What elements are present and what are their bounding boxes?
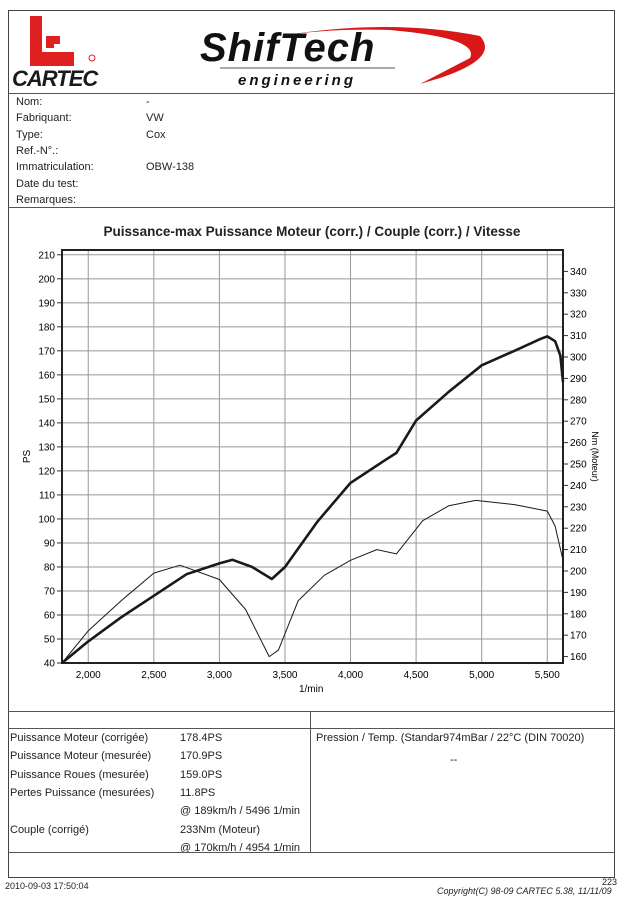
result-value: 178.4PS <box>180 732 223 744</box>
shiftech-wordmark: ShifTech <box>200 26 376 70</box>
y-tick-label: 180 <box>38 322 55 333</box>
result-value: 170.9PS <box>180 750 223 763</box>
result-value: @ 170km/h / 4954 1/min <box>180 841 301 854</box>
x-tick-label: 3,000 <box>207 670 232 681</box>
y-tick-label: 170 <box>38 346 55 357</box>
y-tick-label: 80 <box>44 562 56 573</box>
info-label: Remarques: <box>16 193 76 206</box>
shiftech-subtitle: engineering <box>238 72 357 89</box>
y2-tick-label: 160 <box>570 652 587 663</box>
cartec-wordmark: CARTEC <box>12 66 98 91</box>
y2-tick-label: 280 <box>570 395 587 406</box>
y2-tick-label: 200 <box>570 566 587 577</box>
result-value: 159.0PS <box>180 768 223 781</box>
info-value: OBW-138 <box>146 161 195 174</box>
result-value: @ 189km/h / 5496 1/min <box>180 805 301 818</box>
result-value: 11.8PS <box>180 786 216 799</box>
result-value: 233Nm (Moteur) <box>180 823 261 836</box>
y-tick-label: 110 <box>39 490 55 501</box>
result-label: Puissance Moteur (mesurée) <box>10 750 152 763</box>
y2-tick-label: 190 <box>570 588 587 599</box>
y-tick-label: 60 <box>44 610 56 621</box>
info-label: Type: <box>16 128 43 141</box>
corner-number: 223 <box>602 877 618 887</box>
y-tick-label: 160 <box>38 370 55 381</box>
x-tick-label: 2,000 <box>76 670 101 681</box>
y-tick-label: 40 <box>44 659 56 670</box>
y-tick-label: 140 <box>38 418 55 429</box>
divider <box>8 728 615 729</box>
cartec-logo <box>14 14 104 94</box>
divider <box>310 711 311 852</box>
result-label: Pertes Puissance (mesurées) <box>10 786 155 799</box>
y-tick-label: 90 <box>44 538 56 549</box>
y2-tick-label: 240 <box>570 481 587 492</box>
plot-frame <box>61 249 564 664</box>
y2-tick-label: 320 <box>570 310 587 321</box>
info-value: Cox <box>146 128 166 141</box>
conditions-sub: -- <box>450 754 458 766</box>
shiftech-swoosh <box>220 27 485 84</box>
y2-tick-label: 260 <box>570 438 587 449</box>
y-tick-label: 130 <box>38 442 55 453</box>
copyright: Copyright(C) 98-09 CARTEC 5.38, 11/11/09 <box>437 886 612 896</box>
y-tick-label: 150 <box>38 394 55 405</box>
y2-tick-label: 220 <box>570 524 587 535</box>
chart-title: Puissance-max Puissance Moteur (corr.) /… <box>103 224 521 239</box>
power-curve <box>61 335 565 665</box>
divider <box>8 711 615 712</box>
info-label: Fabriquant: <box>16 112 72 125</box>
y2-tick-label: 300 <box>570 352 587 363</box>
y-tick-label: 200 <box>38 274 55 285</box>
result-label: Puissance Moteur (corrigée) <box>10 732 149 744</box>
info-label: Date du test: <box>16 177 79 190</box>
result-label: Couple (corrigé) <box>10 823 89 836</box>
y2-tick-label: 170 <box>570 631 587 642</box>
y2-tick-label: 250 <box>570 459 587 470</box>
divider <box>8 207 615 208</box>
x-axis-label: 1/min <box>299 684 323 695</box>
y-tick-label: 210 <box>38 250 55 261</box>
y2-tick-label: 270 <box>570 417 587 428</box>
report-frame <box>8 10 615 878</box>
divider <box>8 852 615 853</box>
x-tick-label: 5,500 <box>535 670 560 681</box>
conditions-text: Pression / Temp. (Standar974mBar / 22°C … <box>316 732 585 744</box>
dyno-chart: 2,000 2,500 3,000 3,500 4,000 4,500 5,000 5,500… <box>22 249 600 695</box>
y-axis-label: PS <box>22 450 33 464</box>
cartec-logo-mark <box>30 16 96 66</box>
result-label: Puissance Roues (mesurée) <box>10 768 149 781</box>
info-value: - <box>146 96 150 108</box>
y2-tick-label: 180 <box>570 609 587 620</box>
info-label: Ref.-N°.: <box>16 144 59 157</box>
y2-tick-label: 230 <box>570 502 587 513</box>
x-tick-label: 3,500 <box>272 670 297 681</box>
y-tick-label: 190 <box>38 298 55 309</box>
y2-tick-label: 290 <box>570 374 587 385</box>
y-tick-label: 120 <box>38 466 55 477</box>
y2-tick-label: 310 <box>570 331 587 342</box>
y-tick-label: 100 <box>38 514 55 525</box>
y-tick-label: 70 <box>44 586 56 597</box>
x-tick-label: 5,000 <box>469 670 494 681</box>
torque-curve <box>61 499 564 664</box>
divider <box>8 93 615 94</box>
timestamp: 2010-09-03 17:50:04 <box>5 881 89 891</box>
y2-axis-label: Nm (Moteur) <box>590 431 600 482</box>
info-label: Immatriculation: <box>16 161 94 174</box>
x-tick-label: 2,500 <box>141 670 166 681</box>
x-tick-label: 4,500 <box>404 670 429 681</box>
y2-tick-label: 210 <box>570 545 587 556</box>
x-tick-label: 4,000 <box>338 670 363 681</box>
info-value: VW <box>146 112 164 125</box>
y2-tick-label: 330 <box>570 288 587 299</box>
info-label: Nom: <box>16 96 43 108</box>
y2-tick-label: 340 <box>570 267 587 278</box>
y-tick-label: 50 <box>44 634 56 645</box>
